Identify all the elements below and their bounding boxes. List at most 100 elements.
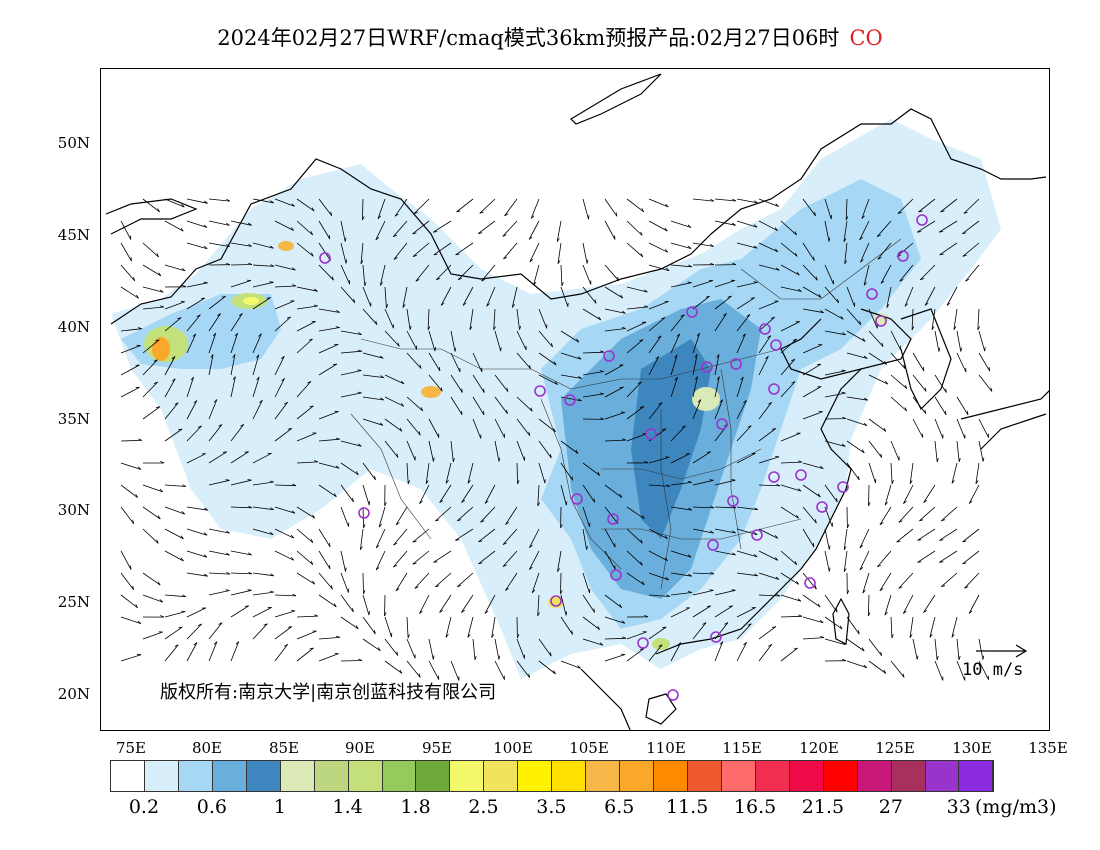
- wind-arrow: [736, 314, 751, 332]
- wind-arrow: [504, 198, 518, 217]
- wind-arrow: [186, 400, 198, 420]
- wind-arrow: [604, 653, 626, 662]
- lon-label-110e: 110E: [646, 739, 686, 757]
- wind-arrow: [714, 528, 736, 534]
- wind-arrow: [435, 264, 452, 281]
- wind-arrow: [120, 572, 134, 591]
- wind-arrow: [868, 330, 884, 347]
- wind-arrow: [648, 456, 670, 464]
- wind-arrow: [533, 264, 540, 286]
- wind-arrow: [736, 333, 746, 354]
- wind-arrow: [758, 528, 779, 539]
- wind-arrow: [962, 550, 980, 565]
- wind-arrow: [890, 330, 901, 350]
- wind-arrow: [340, 616, 359, 630]
- wind-arrow: [714, 479, 736, 486]
- wind-arrow: [890, 396, 908, 412]
- wind-arrow: [604, 594, 623, 609]
- wind-arrow: [516, 308, 521, 330]
- wind-arrow: [846, 352, 868, 359]
- japan-coast-2: [980, 413, 1047, 450]
- wind-arrow: [186, 642, 198, 662]
- wind-arrow: [736, 220, 758, 228]
- wind-arrow: [934, 396, 947, 416]
- wind-arrow: [480, 506, 496, 523]
- wind-arrow: [736, 641, 747, 662]
- wind-arrow: [186, 242, 208, 250]
- wind-arrow: [780, 647, 798, 662]
- wind-arrow: [186, 607, 207, 618]
- wind-arrow: [582, 506, 591, 528]
- wind-arrow: [582, 370, 604, 376]
- legend-label: 1.4: [332, 796, 363, 818]
- wind-arrow: [538, 374, 559, 385]
- wind-arrow: [375, 528, 386, 549]
- wind-arrow: [208, 399, 218, 420]
- wind-arrow: [164, 356, 176, 376]
- wind-arrow: [934, 440, 939, 463]
- wind-arrow: [758, 643, 773, 662]
- wind-arrow: [252, 376, 260, 398]
- wind-arrow: [230, 313, 243, 332]
- wind-arrow: [692, 622, 707, 640]
- wind-arrow: [758, 198, 779, 207]
- wind-arrow: [516, 616, 520, 639]
- wind-arrow: [511, 286, 518, 308]
- wind-arrow: [560, 506, 563, 529]
- legend-color-swatch: [959, 761, 994, 791]
- border-1: [360, 338, 572, 390]
- station-marker: [686, 306, 698, 318]
- wind-arrow: [362, 374, 385, 378]
- wind-arrow: [412, 220, 430, 235]
- station-marker: [319, 252, 331, 264]
- wind-arrow: [142, 572, 161, 586]
- wind-arrow: [604, 484, 623, 498]
- legend-color-swatch: [891, 761, 926, 791]
- wind-arrow: [143, 461, 165, 464]
- wind-arrow: [670, 314, 685, 332]
- wind-arrow: [318, 653, 339, 662]
- wind-arrow: [956, 418, 966, 439]
- wind-arrow: [604, 438, 627, 442]
- wind-arrow: [274, 401, 288, 420]
- wind-arrow: [824, 638, 846, 645]
- wind-arrow: [923, 484, 936, 503]
- wind-arrow: [648, 594, 671, 597]
- wind-arrow: [560, 484, 568, 506]
- wind-arrow: [859, 528, 870, 549]
- wind-arrow: [802, 506, 817, 524]
- wind-arrow: [252, 264, 275, 267]
- wind-arrow: [560, 374, 582, 379]
- wind-arrow: [582, 638, 604, 646]
- legend-color-swatch: [178, 761, 213, 791]
- wind-arrow: [582, 242, 589, 264]
- wind-arrow: [450, 352, 461, 373]
- wind-arrow: [142, 264, 162, 277]
- wind-arrow: [758, 593, 781, 597]
- wind-arrow: [142, 198, 160, 213]
- wind-arrow: [230, 242, 252, 247]
- wind-arrow: [802, 308, 824, 314]
- wind-arrow: [296, 304, 318, 310]
- wind-arrow: [208, 313, 221, 332]
- wind-arrow: [318, 410, 339, 420]
- wind-arrow: [455, 242, 474, 256]
- wind-arrow: [824, 616, 843, 630]
- wind-arrow: [142, 631, 163, 640]
- wind-arrow: [604, 364, 624, 376]
- wind-arrow: [274, 483, 297, 487]
- taiwan-island: [832, 597, 850, 645]
- wind-arrow: [450, 330, 457, 352]
- border-5: [601, 518, 802, 540]
- wind-arrow: [340, 462, 359, 476]
- wind-arrow: [208, 198, 231, 202]
- wind-arrow: [956, 396, 969, 416]
- wind-arrow: [478, 550, 496, 565]
- wind-arrow: [648, 198, 669, 208]
- wind-arrow: [648, 264, 670, 272]
- wind-arrow: [736, 425, 752, 442]
- wind-arrow: [296, 405, 314, 420]
- wind-arrow: [120, 616, 142, 624]
- wind-arrow: [516, 638, 525, 659]
- wind-arrow: [164, 550, 184, 562]
